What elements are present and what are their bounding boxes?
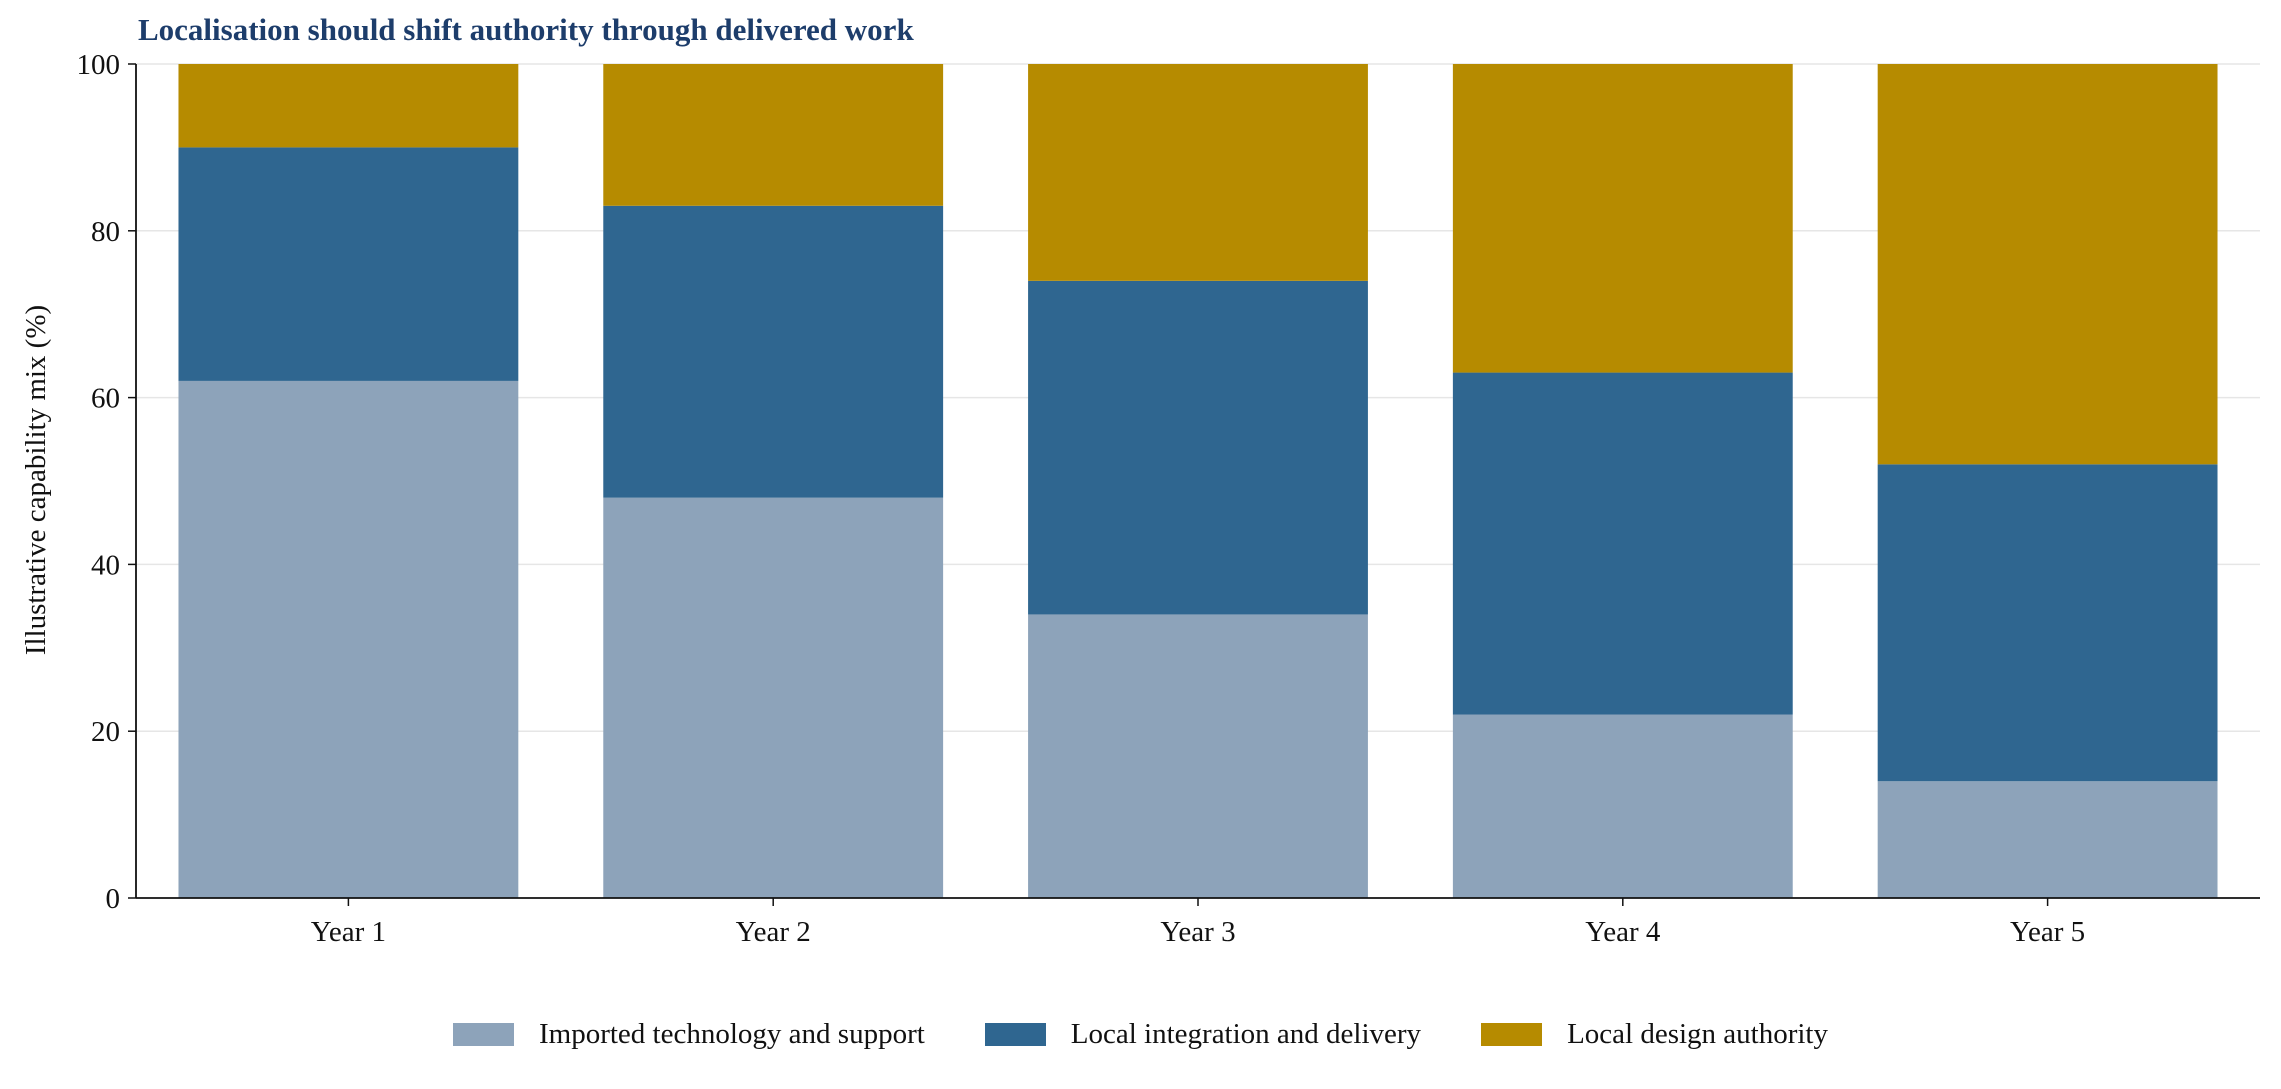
tick-labels: 0 20 40 60 80 100 Year 1 Year 2 Year 3 Year 4 Year… bbox=[77, 49, 2086, 948]
bar-segment bbox=[1877, 464, 2218, 782]
x-tick-label: Year 5 bbox=[2010, 916, 2085, 948]
y-tick-label: 40 bbox=[91, 549, 120, 581]
x-tick-label: Year 4 bbox=[1585, 916, 1661, 948]
y-tick-label: 60 bbox=[91, 383, 120, 415]
bar-segment bbox=[603, 497, 944, 898]
legend-swatch bbox=[453, 1023, 514, 1046]
bar-segment bbox=[178, 147, 519, 381]
y-tick-label: 0 bbox=[106, 883, 121, 915]
y-tick-label: 100 bbox=[77, 49, 121, 81]
x-tick-label: Year 2 bbox=[736, 916, 811, 948]
stacked-bar-chart: 0 20 40 60 80 100 Year 1 Year 2 Year 3 Year 4 Year… bbox=[20, 49, 2260, 948]
legend-label: Imported technology and support bbox=[539, 1018, 925, 1050]
legend-item: Imported technology and support bbox=[453, 1018, 925, 1051]
legend-swatch bbox=[1481, 1023, 1543, 1046]
bars bbox=[178, 64, 2218, 898]
bar-segment bbox=[603, 205, 944, 498]
y-tick-label: 20 bbox=[91, 716, 120, 748]
legend-label: Local design authority bbox=[1567, 1018, 1828, 1050]
bar-segment bbox=[1028, 64, 1368, 281]
bar-segment bbox=[178, 64, 519, 148]
y-tick-label: 80 bbox=[91, 216, 120, 248]
bar-segment bbox=[178, 380, 519, 898]
bar-segment bbox=[1877, 64, 2218, 465]
bar-segment bbox=[1028, 280, 1368, 615]
x-tick-label: Year 1 bbox=[311, 916, 386, 948]
bar-segment bbox=[1452, 372, 1793, 715]
bar-segment bbox=[1877, 781, 2218, 898]
axes bbox=[128, 63, 2260, 906]
legend: Imported technology and support Local int… bbox=[0, 1018, 2281, 1051]
bar-segment bbox=[603, 64, 944, 206]
chart-title: Localisation should shift authority thro… bbox=[138, 12, 914, 47]
x-tick-label: Year 3 bbox=[1160, 916, 1235, 948]
legend-swatch bbox=[984, 1023, 1046, 1046]
legend-item: Local design authority bbox=[1481, 1018, 1828, 1051]
bar-segment bbox=[1028, 614, 1368, 898]
legend-item: Local integration and delivery bbox=[984, 1018, 1422, 1051]
legend-label: Local integration and delivery bbox=[1070, 1018, 1422, 1050]
y-axis-label: Illustrative capability mix (%) bbox=[20, 305, 52, 655]
bar-segment bbox=[1452, 714, 1793, 898]
bar-segment bbox=[1452, 64, 1793, 373]
